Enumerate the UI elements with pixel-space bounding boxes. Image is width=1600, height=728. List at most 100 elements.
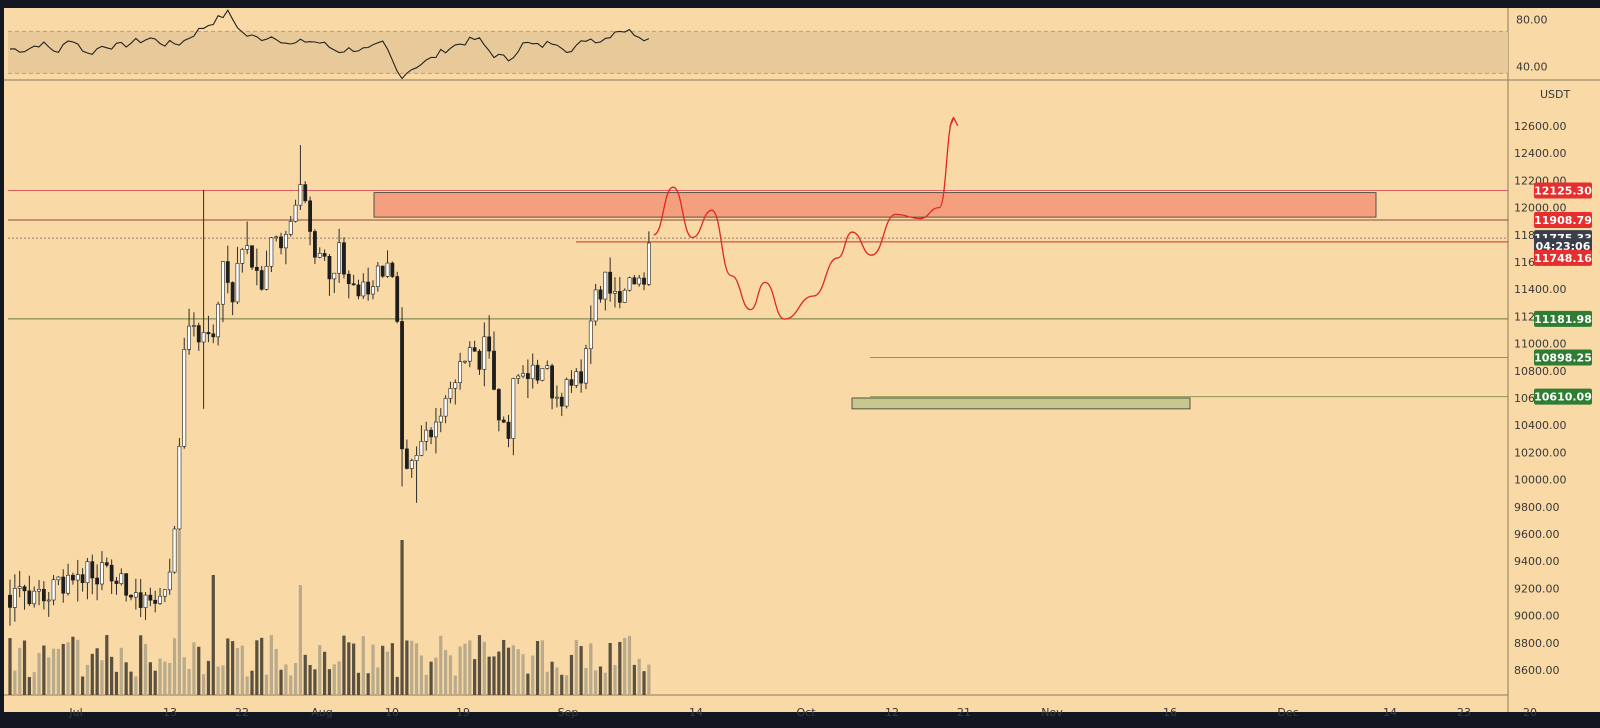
- x-tick-label: Dec: [1277, 706, 1298, 719]
- volume-bar: [27, 676, 31, 695]
- candle-body: [337, 242, 342, 274]
- candle-body: [41, 588, 46, 602]
- candle-body: [637, 277, 642, 285]
- volume-bar: [37, 653, 41, 695]
- volume-bar: [134, 676, 138, 695]
- candle-body: [129, 594, 133, 598]
- rsi-tick-label: 40.00: [1516, 60, 1548, 73]
- volume-bar: [337, 661, 341, 695]
- candle-body: [395, 276, 400, 322]
- rsi-tick-label: 80.00: [1516, 14, 1548, 27]
- x-tick-label: 19: [456, 706, 470, 719]
- volume-bar: [192, 642, 196, 695]
- y-tick-label: 11000.00: [1514, 338, 1567, 351]
- volume-bar: [618, 641, 622, 695]
- volume-bar: [313, 669, 317, 695]
- candle-body: [458, 361, 463, 383]
- volume-bar: [569, 654, 574, 695]
- volume-bar: [293, 663, 298, 695]
- volume-bar: [647, 664, 651, 695]
- volume-bar: [8, 638, 12, 695]
- candle-body: [148, 594, 153, 601]
- price-tag: 10610.09: [1534, 388, 1592, 405]
- candle-body: [584, 348, 588, 384]
- candle-body: [642, 277, 646, 285]
- volume-bar: [550, 661, 554, 695]
- candle-body: [322, 253, 327, 257]
- volume-bar: [540, 640, 544, 695]
- price-tag-box: [1534, 349, 1592, 366]
- price-tag-label: 12125.30: [1534, 185, 1592, 198]
- volume-bar: [473, 659, 477, 695]
- x-tick-label: 21: [957, 706, 971, 719]
- candle-body: [366, 281, 371, 295]
- volume-bar: [560, 674, 564, 695]
- volume-bar: [453, 675, 457, 695]
- candle-body: [109, 564, 114, 582]
- x-tick-label: 14: [689, 706, 703, 719]
- x-tick-label: Aug: [311, 706, 332, 719]
- candle-body: [221, 261, 225, 305]
- volume-bar: [511, 645, 515, 695]
- x-tick-label: Sep: [558, 706, 579, 719]
- price-tag: 10898.25: [1534, 349, 1592, 366]
- y-tick-label: 9000.00: [1514, 610, 1560, 623]
- y-tick-label: 8800.00: [1514, 637, 1560, 650]
- volume-bar: [444, 650, 448, 695]
- candle-body: [342, 242, 346, 275]
- candle-body: [274, 236, 279, 239]
- candle-body: [487, 336, 492, 352]
- candle-body: [492, 350, 496, 390]
- volume-bar: [439, 635, 443, 695]
- candle-body: [269, 237, 274, 267]
- volume-bar: [264, 674, 269, 695]
- candle-body: [250, 245, 254, 268]
- candle-body: [317, 253, 322, 258]
- candle-body: [593, 289, 598, 322]
- price-tag-label: 11908.79: [1534, 214, 1592, 227]
- candle-body: [506, 421, 511, 439]
- y-tick-label: 9800.00: [1514, 501, 1560, 514]
- volume-bar: [327, 669, 332, 695]
- candle-body: [443, 398, 448, 417]
- candle-body: [138, 592, 143, 608]
- volume-bar: [342, 635, 346, 695]
- candle-body: [521, 373, 525, 377]
- volume-bar: [235, 647, 240, 695]
- volume-bar: [410, 640, 414, 695]
- volume-bar: [143, 644, 148, 695]
- volume-bar: [202, 674, 206, 695]
- volume-bar: [250, 670, 254, 695]
- candle-body: [356, 284, 361, 297]
- candle-body: [613, 291, 617, 294]
- volume-bar: [245, 676, 249, 695]
- x-tick-label: 16: [1163, 706, 1177, 719]
- candle-body: [201, 332, 206, 343]
- candle-body: [235, 263, 240, 303]
- volume-bar: [448, 655, 453, 695]
- volume-bar: [153, 670, 157, 695]
- volume-bar: [163, 661, 167, 695]
- candle-body: [259, 270, 264, 290]
- candle-body: [622, 289, 627, 303]
- volume-bar: [502, 639, 506, 695]
- volume-bar: [187, 668, 191, 695]
- price-tag-box: [1534, 182, 1592, 199]
- x-tick-label: Nov: [1041, 706, 1063, 719]
- candles: [8, 145, 651, 626]
- volume-bar: [172, 638, 177, 695]
- volume-bar: [589, 643, 593, 695]
- y-tick-label: 9600.00: [1514, 528, 1560, 541]
- candle-body: [254, 266, 259, 271]
- candle-body: [46, 599, 51, 602]
- candle-body: [434, 421, 438, 438]
- candle-body: [579, 371, 584, 384]
- volume-bar: [642, 671, 646, 695]
- candle-body: [216, 303, 221, 338]
- volume-bar: [216, 666, 220, 695]
- volume-bar: [168, 662, 172, 695]
- y-tick-label: 10000.00: [1514, 474, 1567, 487]
- volume-bar: [458, 646, 462, 695]
- y-tick-label: 12600.00: [1514, 120, 1567, 133]
